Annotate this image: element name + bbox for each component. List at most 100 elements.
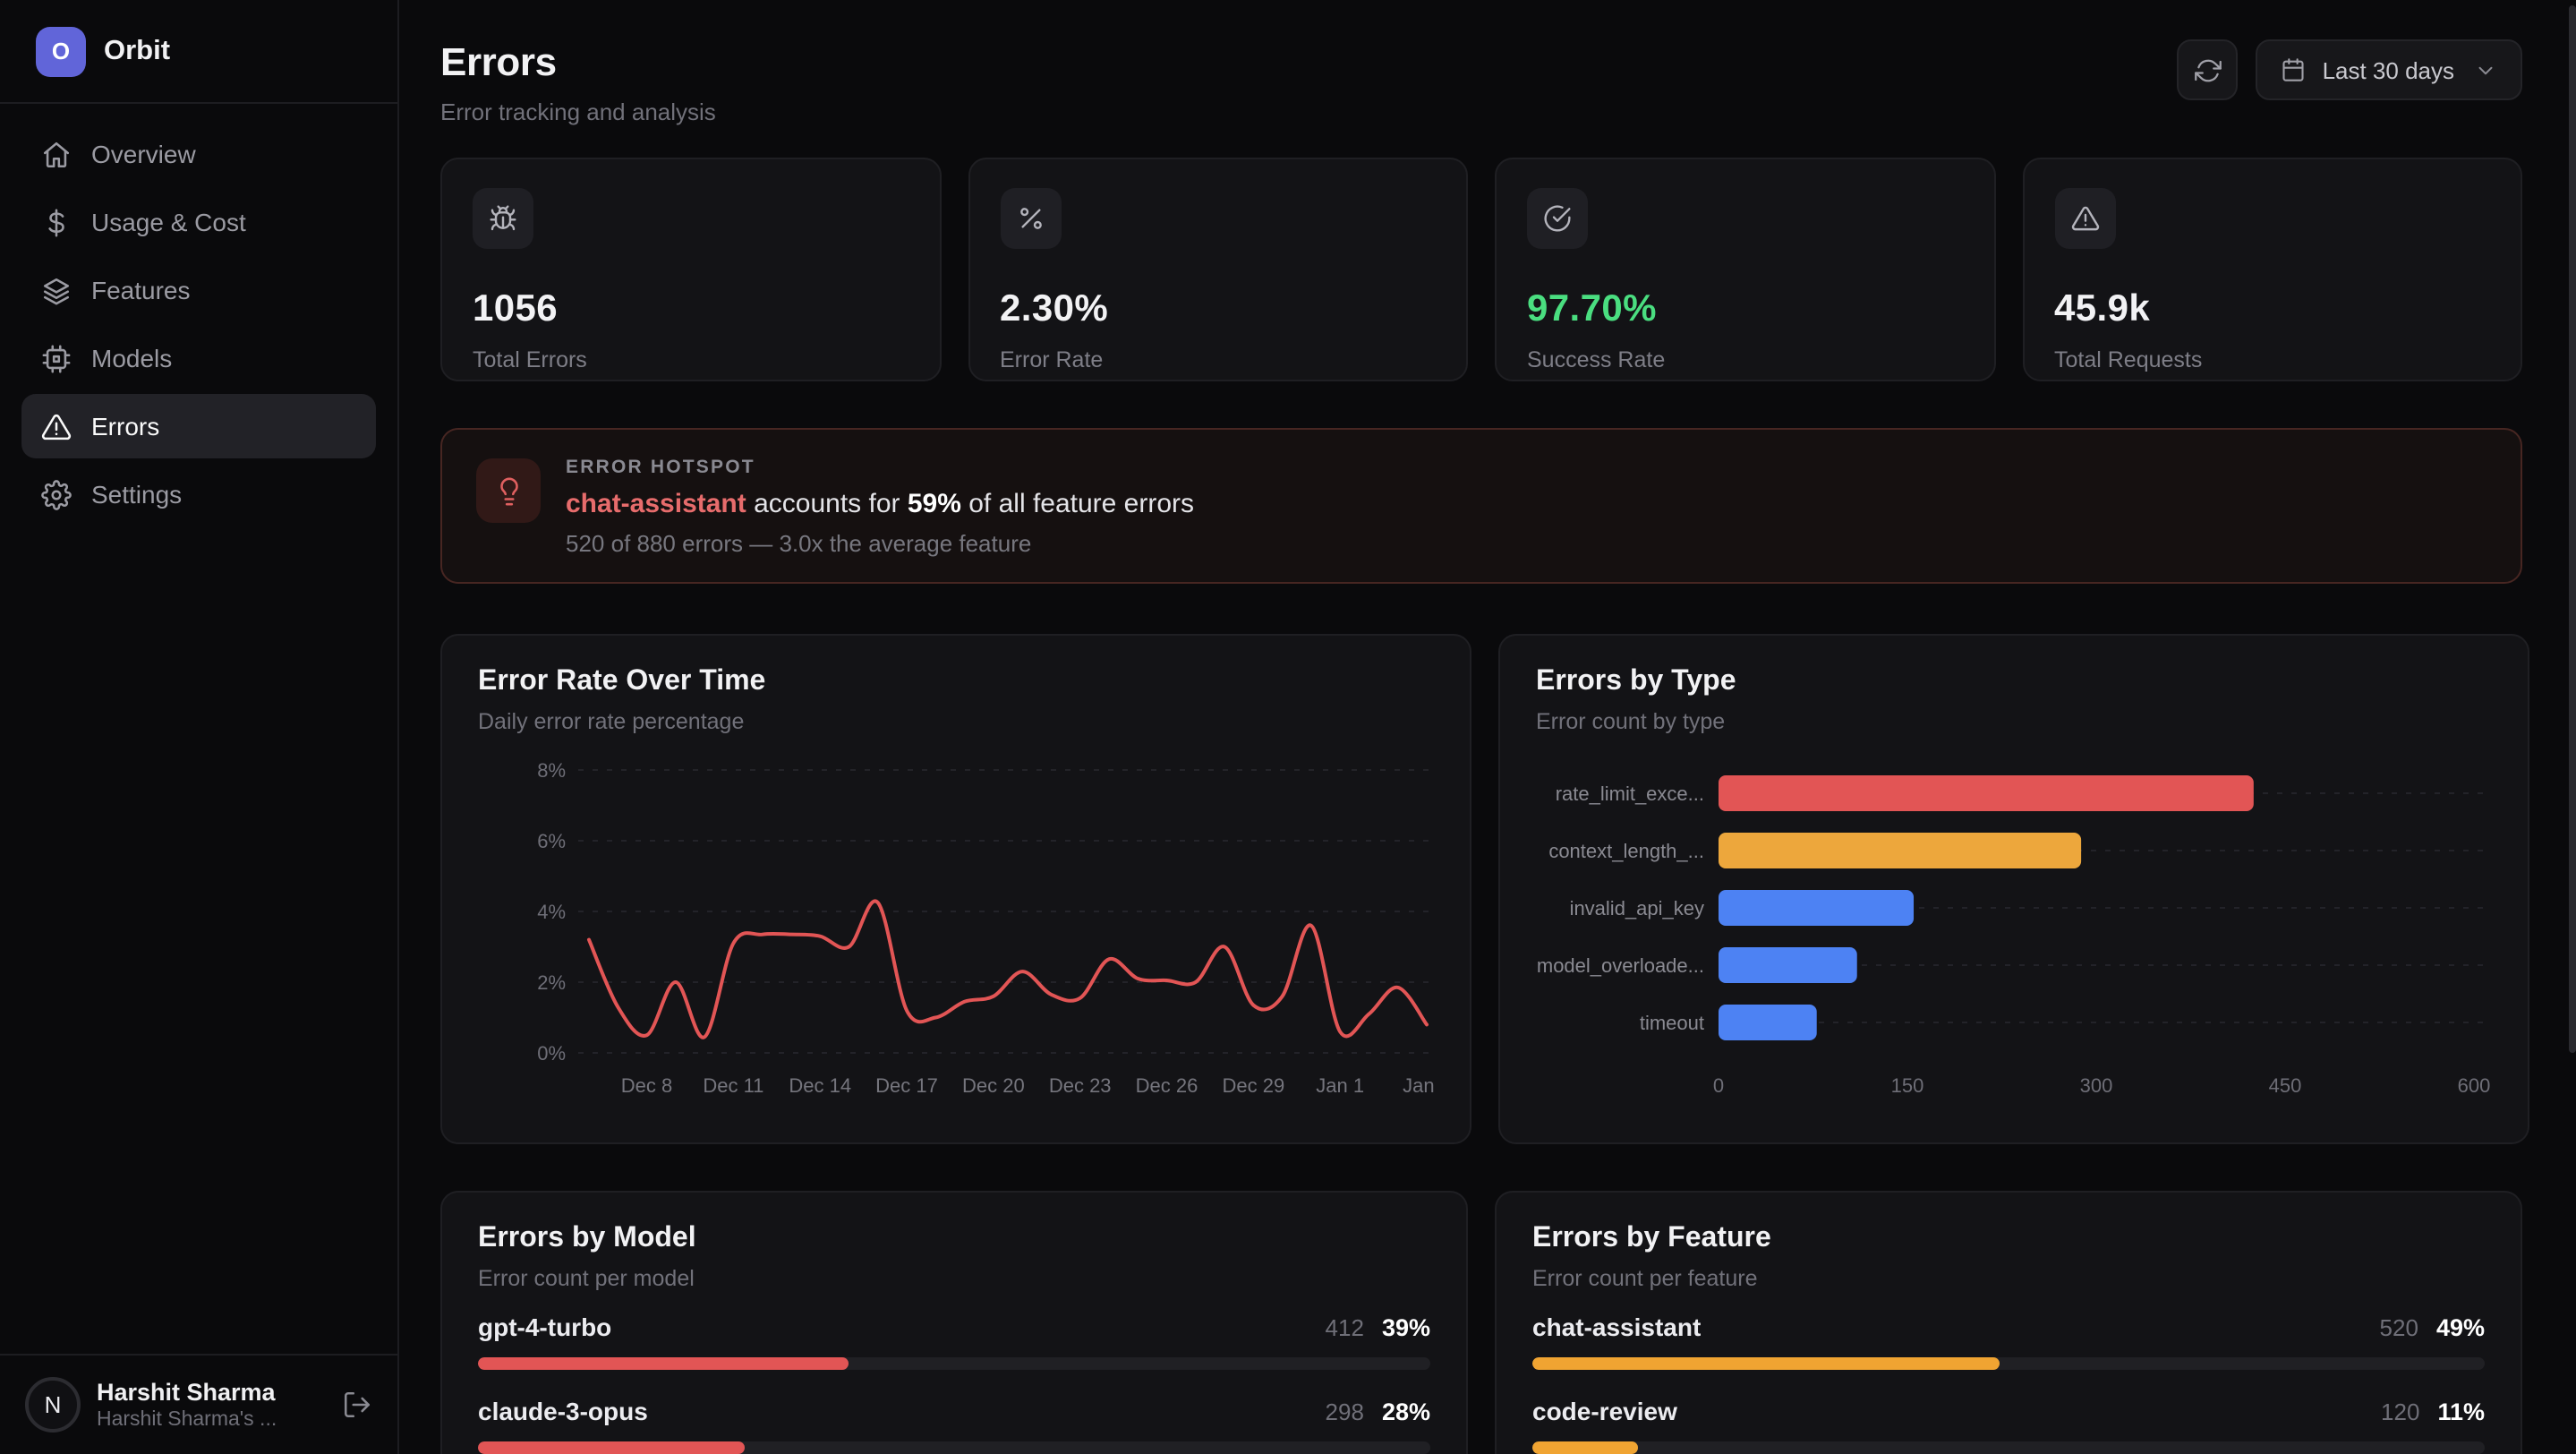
bar-chart: rate_limit_exce... context_length_... inva… (1536, 748, 2492, 1108)
svg-text:600: 600 (2458, 1074, 2491, 1097)
list-title: Errors by Feature (1532, 1223, 1771, 1253)
svg-text:Jan 1: Jan 1 (1316, 1074, 1364, 1097)
list-item-claude-3-opus: claude-3-opus 298 28% (478, 1397, 1430, 1454)
item-count: 412 (1325, 1314, 1364, 1341)
hotspot-eyebrow: ERROR HOTSPOT (566, 457, 755, 478)
item-percent: 28% (1381, 1398, 1430, 1425)
item-count: 298 (1325, 1398, 1364, 1425)
hotspot-percent: 59% (907, 489, 961, 519)
line-chart: 0% 2% 4% 6% 8% Dec 8 Dec 11 Dec 14 Dec 17 Dec 20 D… (478, 748, 1451, 1108)
lightbulb-icon (476, 458, 541, 523)
sidebar-item-features[interactable]: Features (21, 258, 376, 322)
svg-text:invalid_api_key: invalid_api_key (1570, 897, 1704, 919)
scrollbar-thumb[interactable] (2568, 5, 2575, 1053)
progress-track (1532, 1357, 2485, 1370)
app-logo: O Orbit (0, 0, 397, 104)
list-item-code-review: code-review 120 11% (1532, 1397, 2485, 1454)
svg-text:4%: 4% (537, 901, 566, 923)
feature-list: chat-assistant 520 49% code-review 120 11% (1532, 1313, 2485, 1454)
hotspot-message: chat-assistant accounts for 59% of all f… (566, 489, 1194, 519)
svg-text:8%: 8% (537, 759, 566, 782)
sidebar-item-overview[interactable]: Overview (21, 122, 376, 186)
stat-label: Error Rate (1000, 347, 1104, 372)
hotspot-message-end: of all feature errors (960, 489, 1195, 519)
stats-row: 1056 Total Errors 2.30% Error Rate 97.70% Suc… (440, 158, 2522, 381)
avatar-initial: N (44, 1391, 62, 1418)
svg-text:model_overloade...: model_overloade... (1537, 954, 1704, 977)
check-circle-icon (1527, 188, 1588, 249)
sidebar-item-label: Models (91, 344, 173, 372)
bar-context-length- (1719, 833, 2082, 868)
svg-text:Dec 17: Dec 17 (875, 1074, 938, 1097)
chip-icon (41, 343, 72, 373)
page-header-text: Errors Error tracking and analysis (440, 39, 716, 125)
hotspot-message-mid: accounts for (746, 489, 908, 519)
list-title: Errors by Model (478, 1223, 696, 1253)
stat-label: Total Errors (473, 347, 587, 372)
list-item-gpt-4-turbo: gpt-4-turbo 412 39% (478, 1313, 1430, 1370)
error-rate-line (587, 899, 1429, 1039)
chart-subtitle: Daily error rate percentage (478, 709, 745, 734)
item-count: 120 (2381, 1398, 2420, 1425)
logout-icon[interactable] (342, 1390, 372, 1420)
avatar: N (25, 1377, 81, 1433)
svg-text:Dec 23: Dec 23 (1049, 1074, 1112, 1097)
user-meta: Harshit Sharma Harshit Sharma's ... (97, 1379, 326, 1431)
bar-model-overloade- (1719, 947, 1857, 983)
chart-title: Errors by Type (1536, 666, 1736, 697)
bar-timeout (1719, 1005, 1817, 1040)
svg-text:450: 450 (2269, 1074, 2302, 1097)
svg-text:Dec 8: Dec 8 (621, 1074, 672, 1097)
item-name: claude-3-opus (478, 1397, 648, 1425)
sidebar-item-label: Errors (91, 412, 160, 440)
gear-icon (41, 479, 72, 509)
svg-text:2%: 2% (537, 971, 566, 994)
orbit-logo-icon: O (36, 26, 86, 76)
sidebar-item-models[interactable]: Models (21, 326, 376, 390)
page-subtitle: Error tracking and analysis (440, 98, 716, 125)
stat-card-total-requests: 45.9k Total Requests (2022, 158, 2522, 381)
main-content: Errors Error tracking and analysis Last … (399, 0, 2576, 1454)
list-subtitle: Error count per model (478, 1266, 695, 1291)
stat-label: Success Rate (1527, 347, 1666, 372)
date-range-label: Last 30 days (2322, 56, 2454, 83)
svg-text:rate_limit_exce...: rate_limit_exce... (1556, 783, 1704, 805)
item-name: chat-assistant (1532, 1313, 1702, 1341)
svg-text:Dec 11: Dec 11 (703, 1074, 763, 1097)
sidebar-item-errors[interactable]: Errors (21, 394, 376, 458)
svg-text:timeout: timeout (1640, 1012, 1704, 1034)
stat-value: 2.30% (1000, 288, 1109, 329)
refresh-button[interactable] (2177, 39, 2239, 100)
percent-icon (1000, 188, 1061, 249)
svg-text:Dec 26: Dec 26 (1136, 1074, 1198, 1097)
charts-row: Error Rate Over Time Daily error rate pe… (440, 634, 2529, 1144)
chart-subtitle: Error count by type (1536, 709, 1726, 734)
layers-icon (41, 275, 72, 305)
progress-track (478, 1357, 1430, 1370)
chart-title: Error Rate Over Time (478, 666, 766, 697)
stat-card-error-rate: 2.30% Error Rate (968, 158, 1468, 381)
sidebar-nav: Overview Usage & Cost Features Models Errors… (0, 104, 397, 544)
chevron-down-icon (2474, 58, 2497, 81)
app-name: Orbit (104, 35, 171, 65)
svg-text:Dec 20: Dec 20 (962, 1074, 1025, 1097)
progress-fill (1532, 1357, 2000, 1370)
progress-track (478, 1441, 1430, 1454)
bug-icon (473, 188, 533, 249)
sidebar-item-settings[interactable]: Settings (21, 462, 376, 526)
stat-value: 45.9k (2054, 288, 2151, 329)
svg-text:Jan 4: Jan 4 (1403, 1074, 1434, 1097)
bar-rate-limit-exce- (1719, 775, 2254, 811)
home-icon (41, 139, 72, 169)
stat-card-total-errors: 1056 Total Errors (440, 158, 941, 381)
date-range-dropdown[interactable]: Last 30 days (2256, 39, 2522, 100)
dollar-icon (41, 207, 72, 237)
list-subtitle: Error count per feature (1532, 1266, 1758, 1291)
errors-by-type-chart-card: Errors by Type Error count by type rate_… (1498, 634, 2529, 1144)
progress-fill (1532, 1441, 1638, 1454)
hotspot-detail: 520 of 880 errors — 3.0x the average fea… (566, 530, 1032, 557)
sidebar-item-usage-cost[interactable]: Usage & Cost (21, 190, 376, 254)
hotspot-text: ERROR HOTSPOT chat-assistant accounts fo… (566, 453, 1194, 557)
model-list: gpt-4-turbo 412 39% claude-3-opus 298 28% (478, 1313, 1430, 1454)
